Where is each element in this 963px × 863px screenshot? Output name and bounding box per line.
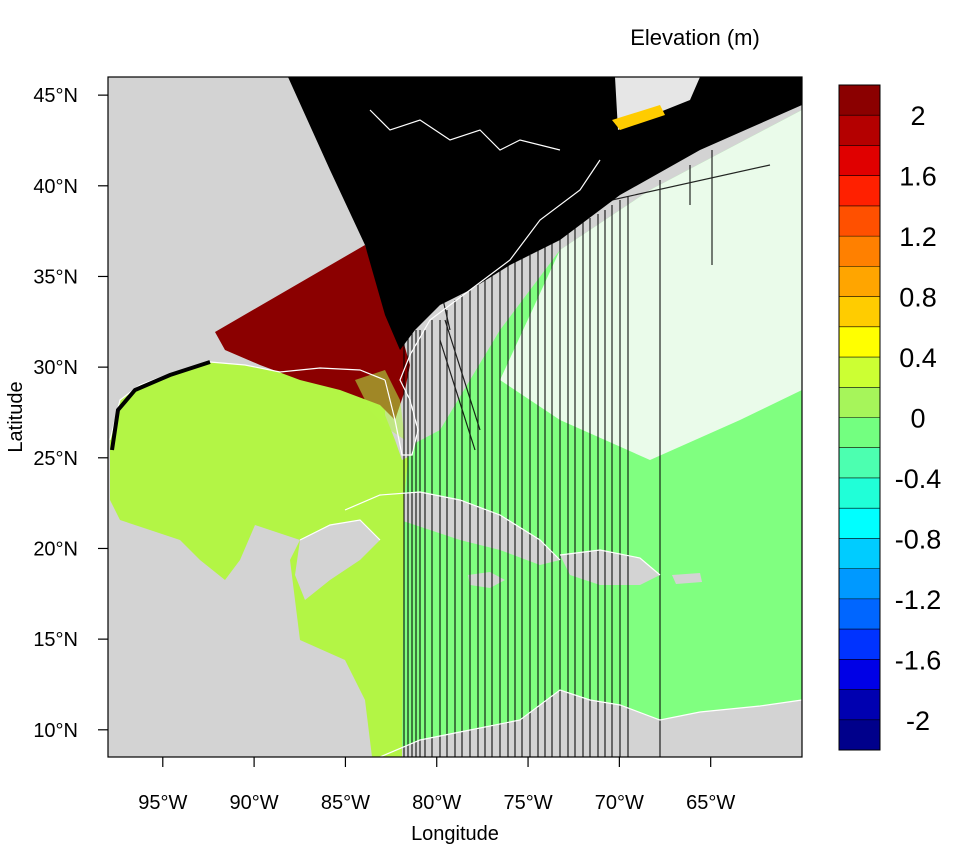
colorbar-labels: 2 1.6 1.2 0.8 0.4 0 -0.4 -0.8 -1.2 -1.6 -2 (895, 101, 942, 736)
puerto-rico-land (672, 573, 702, 584)
x-axis: 95°W 90°W 85°W 80°W 75°W 70°W 65°W (138, 757, 735, 814)
colorbar-tick-label: 2 (910, 101, 925, 131)
colorbar-swatch (839, 417, 880, 449)
hispaniola-land (560, 550, 660, 585)
y-tick-label: 35°N (33, 266, 78, 288)
x-tick-label: 65°W (686, 792, 735, 814)
colorbar-tick-label: -1.6 (895, 645, 942, 675)
y-axis: 45°N 40°N 35°N 30°N 25°N 20°N 15°N 10°N (33, 85, 108, 742)
colorbar-swatch (839, 598, 880, 630)
x-axis-title: Longitude (411, 823, 499, 845)
colorbar-swatch (839, 205, 880, 237)
colorbar-swatch (839, 236, 880, 267)
colorbar-swatch (839, 477, 880, 509)
colorbar-frame (838, 84, 881, 751)
mixed-values-area (355, 370, 405, 440)
colorbar-swatch (839, 266, 880, 298)
colorbar-swatch (839, 568, 880, 600)
colorbar-swatch (839, 508, 880, 539)
map-panel (108, 77, 802, 757)
plot-frame (107, 76, 803, 758)
colorbar-swatch (839, 659, 880, 691)
y-tick-label: 20°N (33, 538, 78, 560)
y-axis-title: Latitude (5, 381, 27, 452)
colorbar-swatch (839, 719, 880, 751)
colorbar-tick-label: -0.8 (895, 524, 942, 554)
vertical-artifact-lines (403, 150, 771, 757)
colorbar-swatch (839, 326, 880, 358)
colorbar-swatch (839, 689, 880, 721)
y-tick-label: 30°N (33, 357, 78, 379)
x-tick-label: 75°W (503, 792, 552, 814)
colorbar-tick-label: -1.2 (895, 585, 942, 615)
colorbar-swatch (839, 296, 880, 328)
colorbar (838, 84, 881, 751)
colorbar-swatch (839, 447, 880, 479)
colorbar-tick-label: -2 (906, 706, 930, 736)
x-tick-label: 95°W (138, 792, 187, 814)
gulf-of-mexico-region (110, 362, 408, 757)
colorbar-swatch (839, 629, 880, 660)
high-elevation-wedge (215, 245, 410, 420)
northern-gulf-shore (110, 360, 211, 451)
colorbar-swatch (839, 115, 880, 146)
y-tick-label: 40°N (33, 176, 78, 198)
colorbar-tick-label: -0.4 (895, 464, 942, 494)
colorbar-tick-label: 0.4 (899, 343, 937, 373)
colorbar-title: Elevation (m) (630, 25, 760, 50)
x-tick-label: 70°W (595, 792, 644, 814)
x-tick-label: 90°W (230, 792, 279, 814)
colorbar-tick-label: 0 (910, 404, 925, 434)
colorbar-swatch (839, 175, 880, 207)
colorbar-swatch (839, 85, 880, 116)
y-tick-label: 45°N (33, 85, 78, 107)
y-tick-label: 10°N (33, 720, 78, 742)
x-tick-label: 85°W (321, 792, 370, 814)
coastlines (109, 109, 802, 757)
colorbar-swatch (839, 357, 880, 388)
colorbar-swatch (839, 538, 880, 570)
colorbar-tick-label: 1.6 (899, 162, 937, 192)
x-tick-label: 80°W (412, 792, 461, 814)
colorbar-swatch (839, 387, 880, 418)
y-tick-label: 15°N (33, 629, 78, 651)
jamaica-land (468, 572, 505, 588)
northeast-high-values (612, 105, 665, 130)
y-tick-label: 25°N (33, 448, 78, 470)
missing-data-wedge (288, 77, 802, 350)
colorbar-swatch (839, 145, 880, 177)
colorbar-tick-label: 1.2 (899, 222, 937, 252)
colorbar-tick-label: 0.8 (899, 283, 937, 313)
yucatan-land (295, 520, 380, 600)
